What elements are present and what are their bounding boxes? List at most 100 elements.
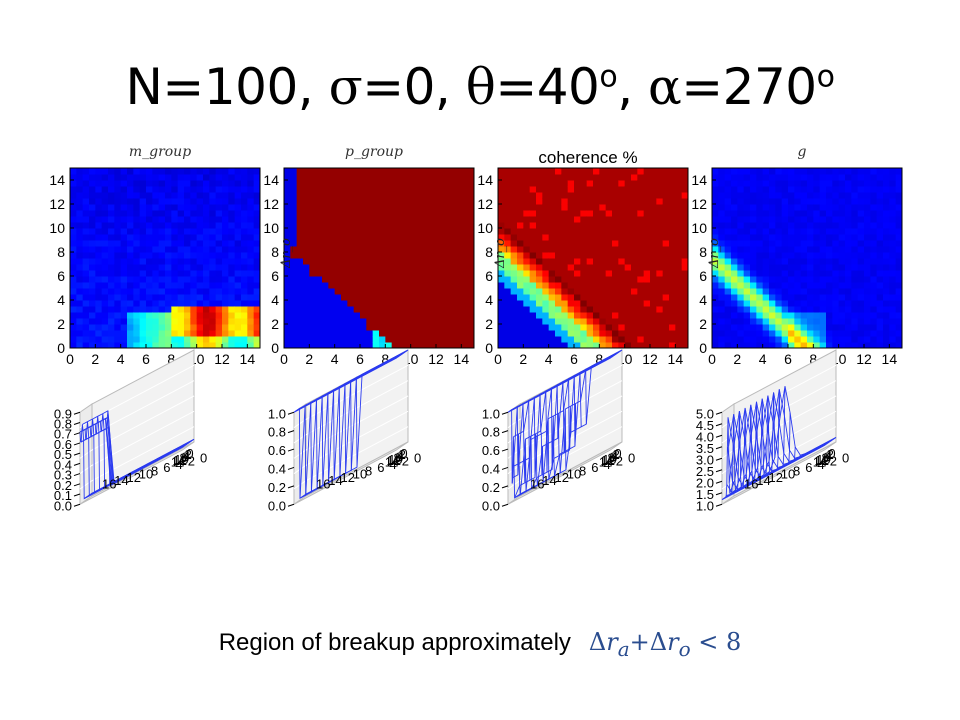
heatmap-cell <box>612 300 619 307</box>
heatmap-cell <box>241 228 248 235</box>
heatmap-cell <box>448 276 456 283</box>
y-tick-label: 12 <box>555 470 569 485</box>
heatmap-cell <box>662 168 670 175</box>
heatmap-cell <box>536 204 543 211</box>
heatmap-cell <box>241 192 248 199</box>
heatmap-cell <box>303 312 310 319</box>
heatmap-cell <box>712 198 719 205</box>
heatmap-cell <box>152 288 160 295</box>
heatmap-cell <box>813 204 821 211</box>
heatmap-cell <box>737 318 745 325</box>
heatmap-cell <box>504 168 512 175</box>
z-tick-label: 0.1 <box>54 488 72 503</box>
heatmap-cell <box>529 288 537 295</box>
heatmap-cell <box>813 282 821 289</box>
heatmap-cell <box>322 318 329 325</box>
heatmap-cell <box>309 342 317 349</box>
heatmap-cell <box>95 210 103 217</box>
heatmap-cell <box>253 186 261 193</box>
heatmap-cell <box>750 300 757 307</box>
heatmap-cell <box>743 210 751 217</box>
heatmap-cell <box>586 192 594 199</box>
y-tick-label: 6 <box>699 268 707 284</box>
heatmap-cell <box>410 282 418 289</box>
heatmap-cell <box>95 222 103 229</box>
heatmap-cell <box>813 186 821 193</box>
surface-line <box>125 468 139 478</box>
heatmap-cell <box>184 228 191 235</box>
heatmap-cell <box>548 264 556 271</box>
heatmap-cell <box>637 168 645 175</box>
heatmap-cell <box>724 234 732 241</box>
heatmap-cell <box>442 264 450 271</box>
heatmap-cell <box>133 258 141 265</box>
heatmap-cell <box>510 258 518 265</box>
heatmap-cell <box>209 216 217 223</box>
heatmap-cell <box>177 210 185 217</box>
heatmap-cell <box>241 276 248 283</box>
heatmap-cell <box>762 204 770 211</box>
heatmap-cell <box>504 180 512 187</box>
heatmap-cell <box>228 330 236 337</box>
heatmap-cell <box>650 300 657 307</box>
heatmap-cell <box>391 282 399 289</box>
heatmap-cell <box>712 186 719 193</box>
heatmap-cell <box>650 294 657 301</box>
heatmap-cell <box>731 252 738 259</box>
heatmap-cell <box>656 234 664 241</box>
heatmap-cell <box>461 186 469 193</box>
heatmap-cell <box>423 216 431 223</box>
heatmap-cell <box>813 240 821 247</box>
heatmap-cell <box>448 246 456 253</box>
heatmap-cell <box>838 204 846 211</box>
z-tick-mark <box>73 421 81 425</box>
heatmap-cell <box>781 282 789 289</box>
heatmap-cell <box>876 210 884 217</box>
x-tick-label: 4 <box>183 448 190 463</box>
pane-gridline <box>79 464 93 474</box>
heatmap-cell <box>133 204 141 211</box>
heatmap-cell <box>315 336 323 343</box>
delta-1: Δ <box>588 628 607 656</box>
heatmap-cell <box>762 228 770 235</box>
heatmap-cell <box>851 180 859 187</box>
heatmap-cell <box>580 258 588 265</box>
heatmap-cell <box>398 264 405 271</box>
heatmap-cell <box>756 336 764 343</box>
heatmap-cell <box>152 180 160 187</box>
heatmap-cell <box>215 264 223 271</box>
heatmap-cell <box>341 204 348 211</box>
y-tick-label: 2 <box>402 454 409 469</box>
heatmap-cell <box>675 294 683 301</box>
heatmap-cell <box>529 276 537 283</box>
heatmap-cell <box>152 306 160 313</box>
heatmap-cell <box>637 264 645 271</box>
heatmap-cell <box>429 222 437 229</box>
heatmap-cell <box>781 276 789 283</box>
heatmap-cell <box>442 186 450 193</box>
heatmap-cell <box>567 192 575 199</box>
heatmap-cell <box>303 276 310 283</box>
heatmap-cell <box>303 300 310 307</box>
heatmap-cell <box>675 210 683 217</box>
heatmap-cell <box>675 330 683 337</box>
heatmap-cell <box>712 264 719 271</box>
heatmap-cell <box>593 300 600 307</box>
heatmap-cell <box>379 246 386 253</box>
heatmap-cell <box>171 246 179 253</box>
heatmap-cell <box>555 246 562 253</box>
heatmap-cell <box>895 174 903 181</box>
heatmap-cell <box>718 276 726 283</box>
heatmap-cell <box>423 270 431 277</box>
heatmap-cell <box>504 258 512 265</box>
heatmap-cell <box>845 222 852 229</box>
heatmap-cell <box>781 336 789 343</box>
heatmap-cell <box>322 276 329 283</box>
heatmap-cell <box>851 198 859 205</box>
heatmap-cell <box>580 204 588 211</box>
heatmap-cell <box>637 300 645 307</box>
heatmap-cell <box>593 198 600 205</box>
heatmap-cell <box>108 306 115 313</box>
heatmap-cell <box>510 312 518 319</box>
heatmap-cell <box>826 270 833 277</box>
